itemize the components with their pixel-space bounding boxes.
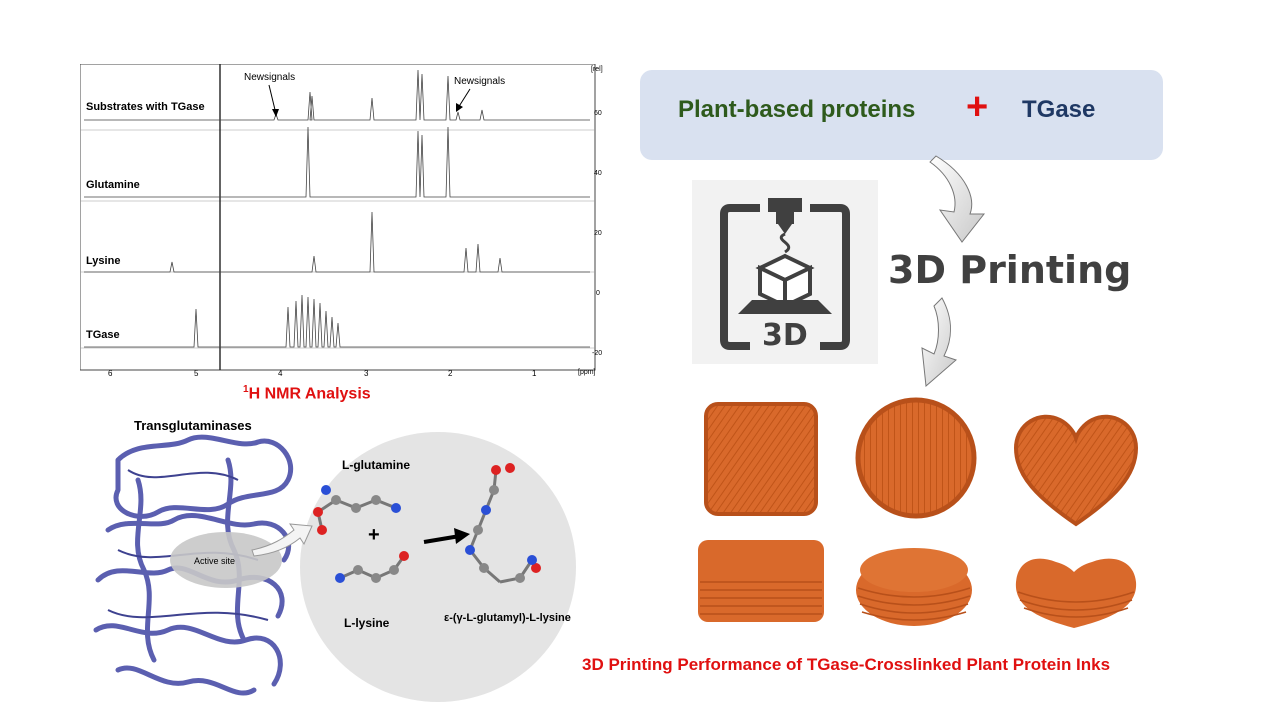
nmr-trace-2 [84,126,590,198]
printed-square-side [698,540,824,622]
printed-heart-side [1015,558,1137,628]
x-tick-1: 1 [532,369,537,378]
y-axis-unit: [rel] [591,66,603,73]
x-tick-2: 2 [448,369,453,378]
curved-arrow-2 [921,297,957,388]
x-tick-3: 3 [364,369,369,378]
y-tick-40: 40 [594,170,602,177]
nmr-trace-1 [84,69,590,121]
3d-printer-icon [720,198,850,350]
nmr-trace-4 [84,294,590,348]
nmr-title-text: H NMR Analysis [248,385,371,403]
x-tick-6: 6 [108,369,113,378]
printed-square-top [704,402,818,516]
nmr-spectra [79,63,596,371]
trace-label-glutamine: Glutamine [86,179,140,191]
trace-label-lysine: Lysine [86,255,121,267]
ingredients-box: Plant-based proteins + TGase [640,70,1163,160]
nmr-trace-3 [84,211,590,273]
enzyme-structure [78,420,318,710]
tgase-label: TGase [1022,96,1096,123]
y-tick-0: 0 [596,290,600,297]
flow-arrows [921,155,986,388]
y-tick-20: 20 [594,230,602,237]
printed-heart-top [1013,414,1139,527]
curved-arrow-1 [929,155,986,243]
active-site-label: Active site [194,556,236,566]
lysine-label: L-lysine [344,616,390,630]
printed-circle-side [856,548,972,626]
trace-label-substrates: Substrates with TGase [86,101,205,113]
nmr-title-superscript: 1 [243,384,249,395]
x-tick-4: 4 [278,369,283,378]
y-tick-minus20: -20 [592,350,603,357]
reaction-background [300,432,576,702]
y-tick-60: 60 [594,110,602,117]
product-label: ε-(γ-L-glutamyl)-L-lysine [444,612,571,624]
printed-shapes [698,397,1139,628]
protein-ribbon [93,434,294,696]
annotation-arrows [268,84,471,117]
nmr-spectra-panel: Substrates with TGase Glutamine Lysine T… [79,63,604,380]
printed-samples-photo [690,392,1170,640]
trace-label-tgase: TGase [86,329,120,341]
active-site-arrow [251,523,313,557]
plus-sign: + [966,86,989,128]
performance-caption: 3D Printing Performance of TGase-Crossli… [582,655,1111,674]
new-signals-annotation-1: Newsignals [244,72,296,83]
new-signals-annotation-2: Newsignals [454,76,506,87]
plant-proteins-label: Plant-based proteins [678,96,916,123]
molecule-models [313,463,541,584]
transglutaminases-label: Transglutaminases [134,418,252,433]
reaction-plus: + [368,524,380,546]
nmr-analysis-title: 1H NMR Analysis [243,384,371,403]
x-tick-5: 5 [194,369,199,378]
x-axis-unit: [ppm] [578,369,596,376]
3d-badge-text: 3D [762,318,808,353]
printed-circle-top [855,397,977,519]
printer-icon-panel: 3D [692,180,878,364]
glutamine-label: L-glutamine [342,458,410,472]
3d-printing-label: 3D Printing [888,248,1132,292]
